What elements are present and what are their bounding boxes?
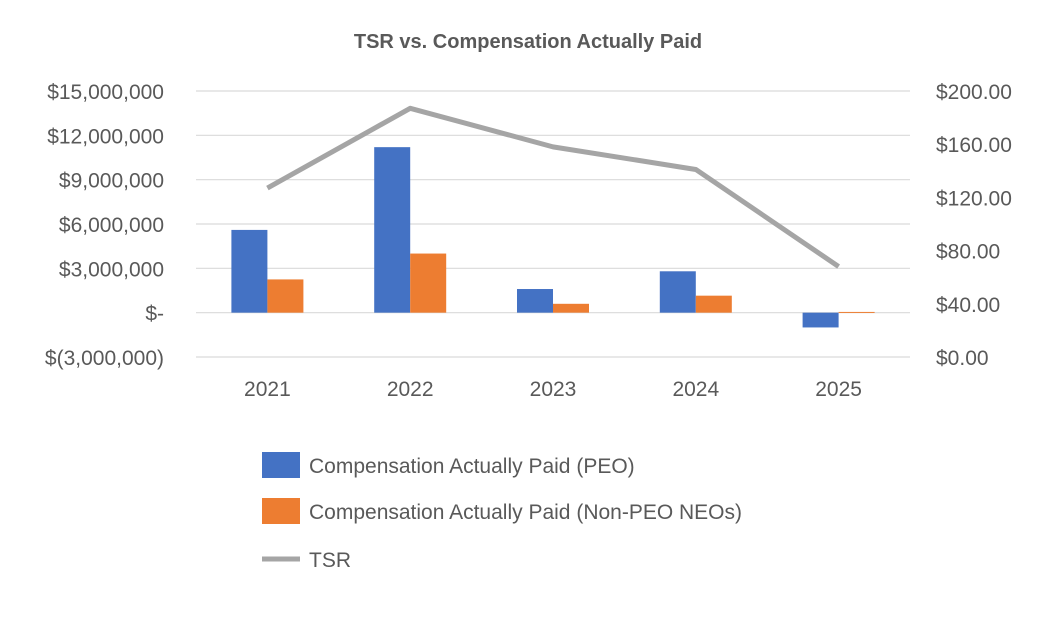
bar-peo: [802, 312, 839, 328]
y-right-tick-label: $120.00: [936, 187, 1012, 210]
legend-swatch: [262, 452, 300, 478]
bar-peo: [374, 147, 411, 313]
tsr-line-group: [266, 105, 841, 269]
bar-peo: [517, 289, 553, 313]
bar-non-peo: [553, 303, 589, 313]
bar-peo: [231, 229, 268, 313]
legend: Compensation Actually Paid (PEO) Compensa…: [262, 452, 742, 572]
y-right-tick-label: $40.00: [936, 294, 1000, 317]
x-axis-ticks: 2021 2022 2023 2024 2025: [244, 378, 862, 401]
y-right-tick-label: $80.00: [936, 241, 1000, 264]
y-right-tick-label: $160.00: [936, 134, 1012, 157]
bar-non-peo: [410, 253, 447, 313]
y-left-tick-label: $9,000,000: [59, 170, 164, 193]
y-left-tick-label: $12,000,000: [47, 125, 164, 148]
x-tick-label: 2025: [815, 378, 862, 401]
x-tick-label: 2023: [530, 378, 577, 401]
bar-non-peo: [695, 295, 732, 313]
bars: [231, 147, 875, 328]
x-tick-label: 2024: [672, 378, 719, 401]
legend-label: Compensation Actually Paid (Non-PEO NEOs…: [309, 501, 742, 524]
bar-non-peo: [267, 279, 304, 313]
x-tick-label: 2021: [244, 378, 291, 401]
legend-label: Compensation Actually Paid (PEO): [309, 455, 635, 478]
legend-label: TSR: [309, 549, 351, 572]
y-left-tick-label: $6,000,000: [59, 214, 164, 237]
chart-title: TSR vs. Compensation Actually Paid: [354, 31, 702, 53]
y-axis-right-ticks: $200.00 $160.00 $120.00 $80.00 $40.00 $0.00: [936, 81, 1012, 370]
x-tick-label: 2022: [387, 378, 434, 401]
legend-swatch: [262, 498, 300, 524]
tsr-line: [266, 105, 841, 269]
y-left-tick-label: $-: [145, 303, 164, 326]
y-right-tick-label: $200.00: [936, 81, 1012, 104]
y-right-tick-label: $0.00: [936, 347, 989, 370]
bar-peo: [659, 271, 696, 313]
y-left-tick-label: $15,000,000: [47, 81, 164, 104]
y-left-tick-label: $3,000,000: [59, 258, 164, 281]
bar-non-peo: [838, 311, 875, 313]
y-axis-left-ticks: $15,000,000 $12,000,000 $9,000,000 $6,000,0…: [45, 81, 164, 370]
y-left-tick-label: $(3,000,000): [45, 347, 164, 370]
